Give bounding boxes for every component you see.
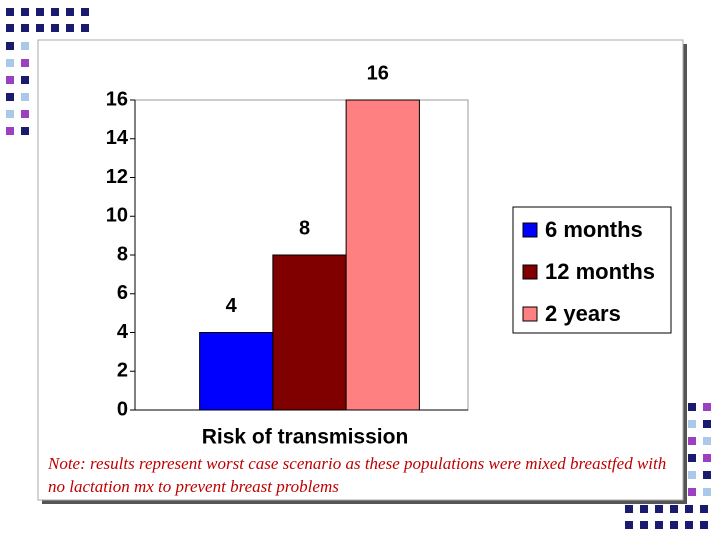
y-tick-label: 4 [117, 321, 129, 343]
deco-square [625, 505, 633, 513]
y-tick-label: 2 [117, 360, 128, 382]
y-tick-label: 8 [117, 243, 128, 265]
deco-square [655, 521, 663, 529]
deco-square [36, 8, 44, 16]
bar [345, 99, 420, 411]
deco-square [6, 42, 14, 50]
deco-square [66, 24, 74, 32]
deco-square [21, 8, 29, 16]
deco-square [685, 505, 693, 513]
deco-square [703, 420, 711, 428]
bar [199, 332, 274, 411]
deco-square [51, 24, 59, 32]
plot-area: 0 2 4 6 8 10 12 14 16 4 8 16 [106, 62, 469, 420]
deco-square [700, 521, 708, 529]
deco-square [688, 471, 696, 479]
deco-square [21, 24, 29, 32]
data-label: 4 [226, 295, 238, 317]
deco-square [6, 93, 14, 101]
deco-square [685, 521, 693, 529]
y-tick-label: 6 [117, 282, 128, 304]
legend-swatch [522, 264, 538, 280]
deco-square [688, 403, 696, 411]
deco-square [703, 403, 711, 411]
deco-square [81, 24, 89, 32]
deco-square [688, 454, 696, 462]
deco-square [670, 521, 678, 529]
deco-square [21, 110, 29, 118]
deco-square [21, 42, 29, 50]
annotation: Note: results represent worst case scena… [48, 454, 667, 496]
deco-square [6, 24, 14, 32]
deco-square [700, 505, 708, 513]
legend-swatch [522, 306, 538, 322]
legend-box [512, 206, 672, 334]
deco-square [21, 59, 29, 67]
deco-square [6, 110, 14, 118]
deco-square [688, 437, 696, 445]
x-axis-label: Risk of transmission [202, 426, 409, 449]
deco-square [625, 521, 633, 529]
deco-square [670, 505, 678, 513]
data-label: 8 [299, 217, 310, 239]
bar [272, 254, 347, 411]
y-tick-label: 10 [106, 205, 128, 227]
deco-square [703, 471, 711, 479]
legend-label: 12 months [545, 259, 655, 284]
deco-square [703, 437, 711, 445]
deco-square [21, 76, 29, 84]
deco-square [688, 420, 696, 428]
legend-swatch [522, 222, 538, 238]
deco-square [51, 8, 59, 16]
deco-square [81, 8, 89, 16]
data-label: 16 [367, 62, 389, 84]
deco-square [66, 8, 74, 16]
decoration [6, 8, 711, 529]
legend-label: 6 months [545, 217, 643, 242]
deco-square [703, 454, 711, 462]
deco-square [36, 24, 44, 32]
deco-square [6, 127, 14, 135]
deco-square [688, 488, 696, 496]
deco-square [703, 488, 711, 496]
deco-square [21, 93, 29, 101]
deco-square [6, 59, 14, 67]
deco-square [6, 76, 14, 84]
deco-square [655, 505, 663, 513]
y-tick-label: 14 [106, 127, 129, 149]
deco-square [6, 8, 14, 16]
deco-square [640, 521, 648, 529]
y-tick-label: 0 [117, 398, 128, 420]
y-tick-label: 16 [106, 88, 128, 110]
deco-square [21, 127, 29, 135]
legend-label: 2 years [545, 301, 621, 326]
deco-square [640, 505, 648, 513]
y-tick-label: 12 [106, 166, 128, 188]
